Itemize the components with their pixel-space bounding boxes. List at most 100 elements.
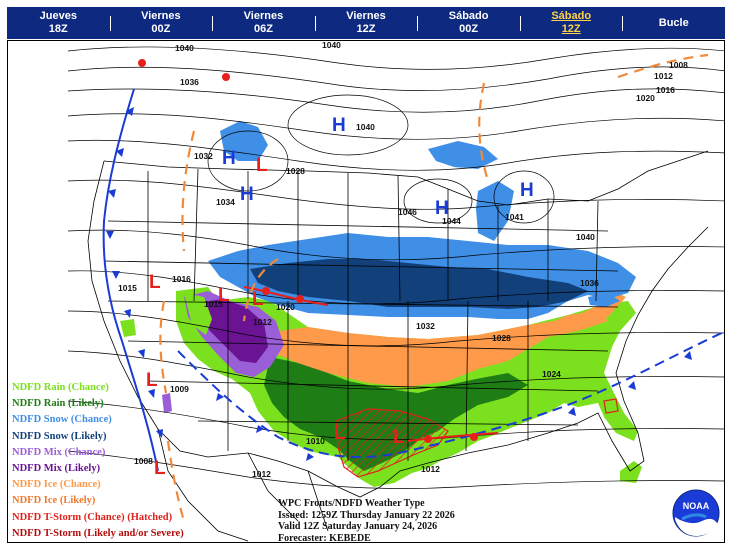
low-pressure-center: L [256,155,268,176]
isobar-label: 1010 [306,436,325,446]
legend-item-mix-likely: NDFD Mix (Likely) [12,463,101,475]
isobar-label: 1036 [180,77,199,87]
caption-valid: Valid 12Z Saturday January 24, 2026 [278,521,438,532]
legend-item-ice-likely: NDFD Ice (Likely) [12,495,96,507]
low-pressure-center: L [149,272,161,293]
ice-chance-area [266,311,608,387]
isobar-label: 1046 [398,207,417,217]
isobar-label: 1016 [656,85,675,95]
high-pressure-center: H [520,180,534,201]
isobar-label: 1028 [492,333,511,343]
tab-loop-label: Bucle [658,16,689,29]
isobar-label: 1034 [216,197,235,207]
high-pressure-centers: H H H H H [222,115,534,219]
tab-loop[interactable]: Bucle [622,7,725,39]
isobar-label: 1015 [204,299,223,309]
isobar-label: 1040 [576,232,595,242]
mix-chance-area-ca [162,393,172,413]
tab-day-label: Viernes [243,10,284,22]
isobars [67,46,724,489]
legend-item-tstorm-likely: NDFD T-Storm (Likely and/or Severe) [12,527,184,539]
isobar-label: 1020 [636,93,655,103]
isobar-label: 1040 [356,122,375,132]
legend-item-ice-chance: NDFD Ice (Chance) [12,479,101,491]
cold-front-markers [106,107,692,461]
tab-time-label: 00Z [459,23,479,35]
troughs [159,53,709,522]
isobar-label: 1020 [276,302,295,312]
isobar-label: 1032 [194,151,213,161]
rain-chance-area-tx [120,319,136,337]
isobar-label: 1024 [542,369,561,379]
weather-map: 1040 1036 1040 1032 1028 1034 1040 1046 … [7,40,725,543]
legend-item-snow-likely: NDFD Snow (Likely) [12,430,107,442]
mix-likely-area [198,299,268,363]
snow-chance-area-lakes2 [476,181,514,241]
cold-front-south [177,330,724,459]
tab-time-label: 06Z [253,23,273,35]
isobar-label: 1036 [580,278,599,288]
isobar-label: 1040 [175,43,194,53]
isobar-label: 1008 [669,60,688,70]
isobar-label: 1041 [505,212,524,222]
tab-sabado-00z[interactable]: Sábado 00Z [417,7,520,39]
legend-item-snow-chance: NDFD Snow (Chance) [12,414,112,426]
low-pressure-center: L [146,370,158,391]
low-pressure-center: L [334,423,346,444]
warm-front-markers [138,59,478,443]
tab-day-label: Sábado [448,10,489,22]
snow-chance-area-lakes [428,141,498,169]
cold-front-west [102,88,159,472]
map-canvas: 1040 1036 1040 1032 1028 1034 1040 1046 … [67,41,724,542]
snow-chance-area-nw [220,121,268,161]
isobar-label: 1012 [654,71,673,81]
legend-item-tstorm-chance: NDFD T-Storm (Chance) (Hatched) [12,511,173,523]
tab-day-label: Viernes [141,10,181,22]
isobar-label: 1044 [442,216,461,226]
high-pressure-center: H [435,198,449,219]
low-pressure-center: L [154,458,166,479]
legend-item-rain-likely: NDFD Rain (Likely) [12,398,104,410]
isobar-labels: 1040 1036 1040 1032 1028 1034 1040 1046 … [118,41,688,479]
isobar-label: 1028 [286,166,305,176]
snow-likely-area [250,259,588,309]
caption-issued: Issued: 1259Z Thursday January 22 2026 [278,509,455,521]
low-pressure-center: L [218,285,230,306]
high-pressure-center: H [332,115,346,136]
legend-item-mix-chance: NDFD Mix (Chance) [12,446,106,458]
tab-time-label: 18Z [48,23,68,35]
isobar-label: 1009 [170,384,189,394]
noaa-logo: NOAA [672,489,720,537]
isobar-label: 1008 [134,456,153,466]
low-pressure-center: L [393,427,405,448]
isobar-label: 1032 [416,321,435,331]
tab-viernes-00z[interactable]: Viernes 00Z [109,7,213,39]
low-pressure-centers: L L L L L L L L [146,155,405,479]
tstorm-chance-area-fl [603,398,619,414]
isobar-label: 1040 [322,41,341,50]
map-caption: WPC Fronts/NDFD Weather Type Issued: 125… [278,498,455,544]
tab-time-label: 12Z [356,23,376,35]
isobar-label: 1012 [252,469,271,479]
tab-day-label: Jueves [39,10,77,22]
tab-day-label: Viernes [346,10,386,22]
caption-forecaster: Forecaster: KEBEDE [278,532,371,544]
tab-viernes-12z[interactable]: Viernes 12Z [314,7,418,39]
noaa-logo-text: NOAA [683,501,710,511]
tstorm-chance-area [335,408,449,478]
rain-chance-area-west [184,293,212,335]
isobar-label: 1012 [253,317,272,327]
tab-day-label: Sábado [551,10,592,22]
isobar-label: 1015 [118,283,137,293]
tab-sabado-12z[interactable]: Sábado 12Z [519,7,623,39]
isobar-label: 1012 [421,464,440,474]
warm-front-gulf [407,432,499,442]
precip-legend: NDFD Rain (Chance) NDFD Rain (Likely) ND… [12,380,184,542]
low-pressure-center: L [252,289,264,310]
tab-jueves-18z[interactable]: Jueves 18Z [7,7,110,39]
high-pressure-center: H [240,184,254,205]
legend-item-rain-chance: NDFD Rain (Chance) [12,382,109,393]
tab-viernes-06z[interactable]: Viernes 06Z [212,7,315,39]
tab-time-label: 12Z [561,23,581,35]
isobar-label: 1016 [172,274,191,284]
